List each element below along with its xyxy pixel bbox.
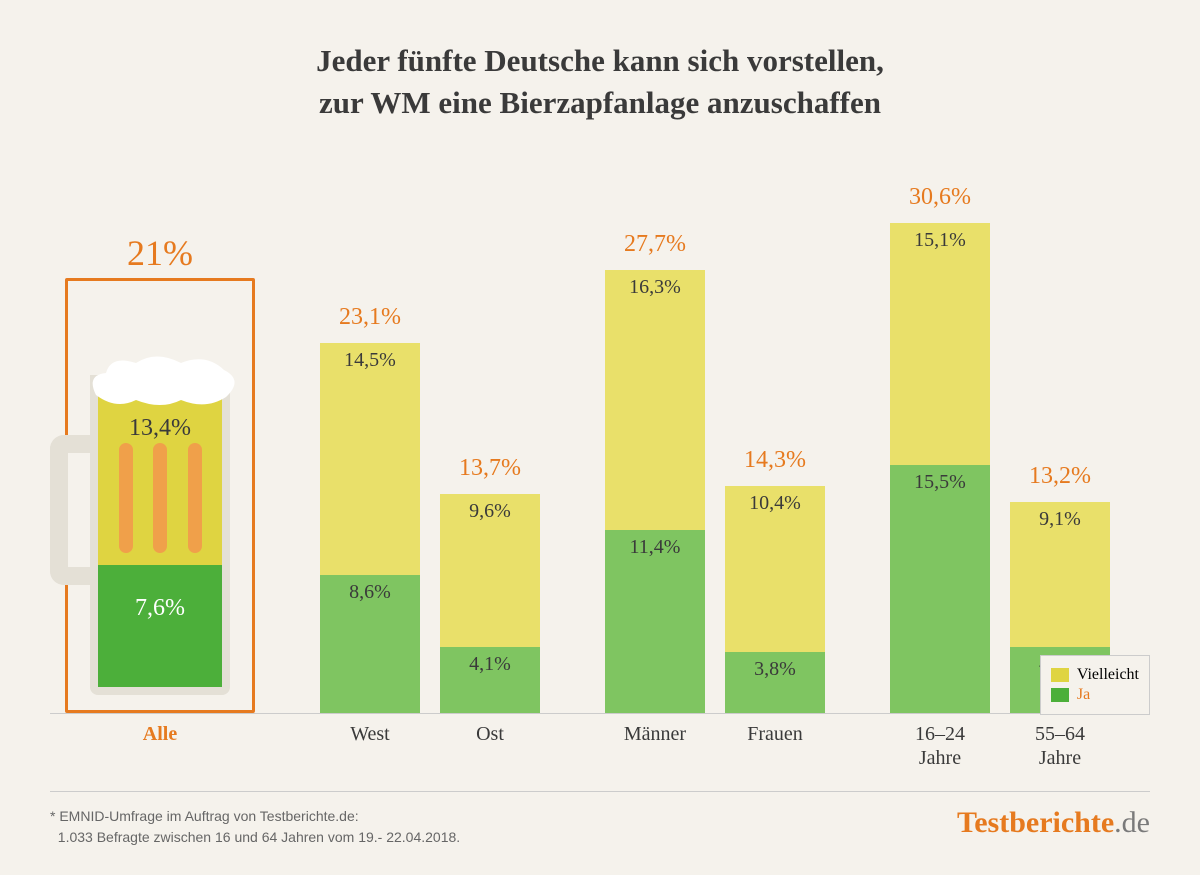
total-label: 13,7% [430, 455, 550, 482]
seg-ja: 8,6% [320, 575, 420, 713]
legend-item-ja: Ja [1051, 686, 1139, 704]
seg-vielleicht: 9,6% [440, 494, 540, 648]
cat-label: West [310, 722, 430, 770]
legend-swatch-vielleicht [1051, 668, 1069, 682]
legend: Vielleicht Ja [1040, 655, 1150, 715]
brand-part1: Testberichte [957, 806, 1114, 839]
alle-total-label: 21% [50, 232, 270, 274]
title-line2-pre: zur WM eine [319, 85, 500, 120]
cat-label: Frauen [715, 722, 835, 770]
group-region: 23,1% 14,5% 8,6% 13,7% 9,6% 4,1% [310, 154, 550, 713]
brand-part2: .de [1114, 806, 1150, 839]
bar-55-64: 13,2% 9,1% 4,1% [1000, 154, 1120, 713]
group-age: 30,6% 15,1% 15,5% 13,2% 9,1% 4,1% [880, 154, 1120, 713]
cat-label: Ost [430, 722, 550, 770]
total-label: 27,7% [595, 231, 715, 258]
group-gender: 27,7% 16,3% 11,4% 14,3% 10,4% 3,8% [595, 154, 835, 713]
bar-maenner: 27,7% 16,3% 11,4% [595, 154, 715, 713]
beer-foam-icon [86, 355, 241, 410]
legend-swatch-ja [1051, 688, 1069, 702]
brand-logo: Testberichte.de [957, 806, 1150, 840]
alle-ja-label: 7,6% [90, 595, 230, 622]
seg-vielleicht: 10,4% [725, 486, 825, 652]
seg-vielleicht: 16,3% [605, 270, 705, 531]
total-label: 14,3% [715, 447, 835, 474]
title-line1: Jeder fünfte Deutsche kann sich vorstell… [316, 43, 884, 78]
bar-ost: 13,7% 9,6% 4,1% [430, 154, 550, 713]
beer-mug-icon: 13,4% 7,6% [90, 335, 230, 695]
alle-vielleicht-label: 13,4% [90, 415, 230, 442]
seg-ja: 15,5% [890, 465, 990, 713]
cat-label: 55–64Jahre [1000, 722, 1120, 770]
cat-label-alle: Alle [50, 722, 270, 770]
category-labels: Alle West Ost Männer Frauen 16–24Jahre 5… [50, 722, 1150, 770]
title-line2-bold: Bierzapfanlage [500, 85, 700, 120]
total-label: 23,1% [310, 304, 430, 331]
cat-label: Männer [595, 722, 715, 770]
legend-item-vielleicht: Vielleicht [1051, 666, 1139, 684]
footer: * EMNID-Umfrage im Auftrag von Testberic… [50, 791, 1150, 847]
legend-label: Vielleicht [1077, 666, 1139, 684]
seg-ja: 3,8% [725, 652, 825, 713]
footnote: * EMNID-Umfrage im Auftrag von Testberic… [50, 806, 460, 847]
cat-label: 16–24Jahre [880, 722, 1000, 770]
bar-frauen: 14,3% 10,4% 3,8% [715, 154, 835, 713]
total-label: 30,6% [880, 184, 1000, 211]
seg-vielleicht: 9,1% [1010, 502, 1110, 648]
bar-west: 23,1% 14,5% 8,6% [310, 154, 430, 713]
total-label: 13,2% [1000, 463, 1120, 490]
title-line2-post: anzuschaffen [699, 85, 881, 120]
bar-16-24: 30,6% 15,1% 15,5% [880, 154, 1000, 713]
chart-area: 21% 13,4% 7,6% 23,1% 14,5% 8,6% [50, 154, 1150, 714]
seg-ja: 4,1% [440, 647, 540, 713]
seg-ja: 11,4% [605, 530, 705, 712]
group-alle: 21% 13,4% 7,6% [50, 154, 270, 713]
legend-label: Ja [1077, 686, 1090, 704]
chart-title: Jeder fünfte Deutsche kann sich vorstell… [50, 40, 1150, 124]
seg-vielleicht: 15,1% [890, 223, 990, 465]
seg-vielleicht: 14,5% [320, 343, 420, 575]
